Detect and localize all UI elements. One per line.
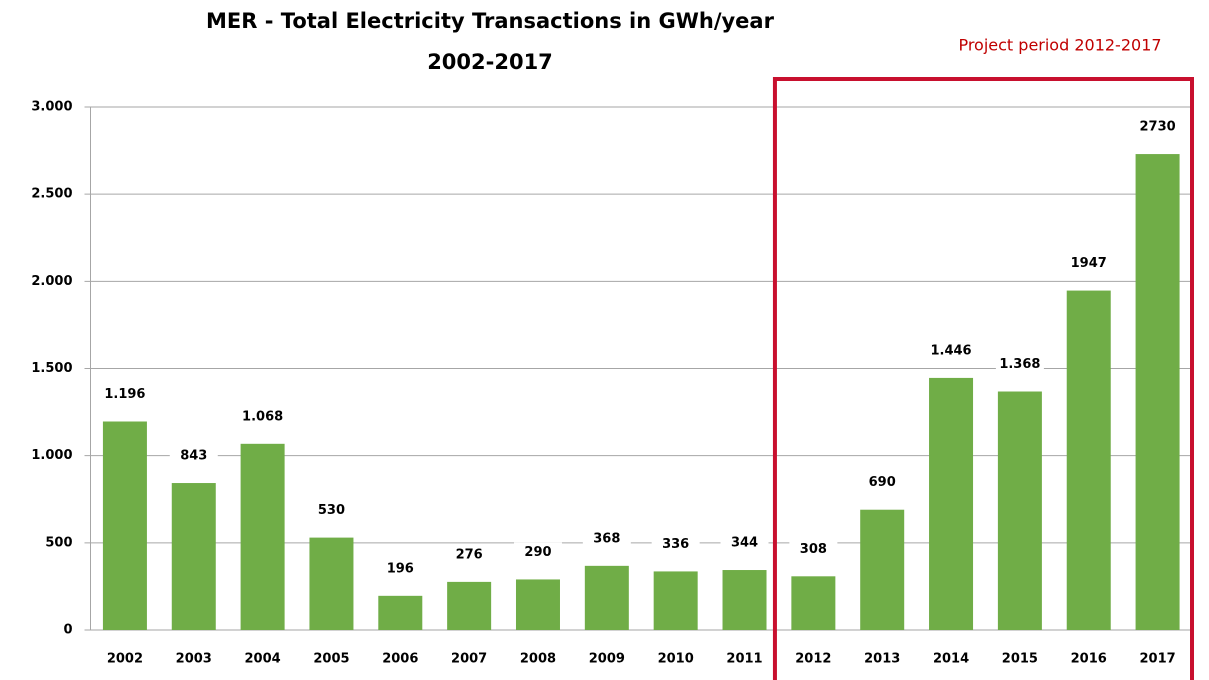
value-label: 368 [593, 531, 620, 546]
bar [102, 421, 147, 630]
value-label: 308 [800, 542, 827, 557]
value-label: 2730 [1139, 120, 1175, 135]
label-bg [582, 528, 631, 549]
x-tick-label: 2012 [795, 652, 831, 667]
bar [309, 537, 354, 630]
y-tick-label: 0 [63, 623, 72, 638]
value-label: 1.068 [242, 409, 283, 424]
value-label: 1.368 [999, 357, 1040, 372]
label-bg [927, 340, 976, 361]
label-bg [169, 446, 218, 467]
x-tick-label: 2005 [313, 652, 349, 667]
bar [447, 581, 492, 630]
value-label: 290 [524, 545, 551, 560]
bar [929, 377, 974, 630]
annotation: Project period 2012-2017 [958, 36, 1161, 55]
bar [584, 565, 629, 630]
label-bg [513, 542, 562, 563]
label-bg [651, 534, 700, 555]
label-bg [100, 384, 149, 405]
x-tick-label: 2008 [520, 652, 556, 667]
chart-subtitle: 2002-2017 [427, 50, 553, 74]
x-tick-label: 2016 [1071, 652, 1107, 667]
x-tick-label: 2015 [1002, 652, 1038, 667]
value-label: 344 [731, 536, 758, 551]
value-label: 1.196 [104, 387, 145, 402]
label-bg [445, 544, 494, 565]
x-tick-label: 2011 [726, 652, 762, 667]
value-label: 1.446 [930, 343, 971, 358]
label-bg [789, 539, 838, 560]
chart-title: MER - Total Electricity Transactions in … [206, 9, 775, 33]
label-bg [376, 558, 425, 579]
value-label: 530 [318, 503, 345, 518]
x-tick-label: 2007 [451, 652, 487, 667]
label-bg [858, 472, 907, 493]
bar [722, 570, 767, 630]
x-tick-label: 2002 [107, 652, 143, 667]
y-tick-label: 3.000 [31, 100, 72, 115]
value-label: 336 [662, 537, 689, 552]
value-label: 690 [869, 475, 896, 490]
value-label: 1947 [1071, 256, 1107, 271]
x-tick-label: 2010 [658, 652, 694, 667]
x-tick-label: 2014 [933, 652, 969, 667]
bar [653, 571, 698, 630]
label-bg [720, 533, 769, 554]
y-tick-label: 2.500 [31, 187, 72, 202]
project-period-box [772, 77, 1194, 680]
y-tick-label: 1.000 [31, 448, 72, 463]
bar [860, 509, 905, 630]
value-label: 196 [387, 561, 414, 576]
x-tick-label: 2004 [245, 652, 281, 667]
bar [240, 443, 285, 630]
bar [997, 391, 1042, 630]
y-tick-label: 1.500 [31, 361, 72, 376]
bar [515, 579, 560, 630]
label-bg [307, 500, 356, 521]
label-bg [238, 406, 287, 427]
bar [378, 595, 423, 630]
x-tick-label: 2009 [589, 652, 625, 667]
x-tick-label: 2003 [176, 652, 212, 667]
x-tick-label: 2017 [1139, 652, 1175, 667]
value-label: 276 [456, 547, 483, 562]
y-tick-label: 2.000 [31, 274, 72, 289]
label-bg [1133, 117, 1182, 138]
label-bg [1064, 253, 1113, 274]
label-bg [995, 354, 1044, 375]
x-tick-label: 2006 [382, 652, 418, 667]
x-tick-label: 2013 [864, 652, 900, 667]
bar [1135, 154, 1180, 630]
bar [791, 576, 836, 630]
bar [171, 483, 216, 630]
value-label: 843 [180, 449, 207, 464]
bar [1066, 290, 1111, 630]
y-tick-label: 500 [45, 535, 72, 550]
